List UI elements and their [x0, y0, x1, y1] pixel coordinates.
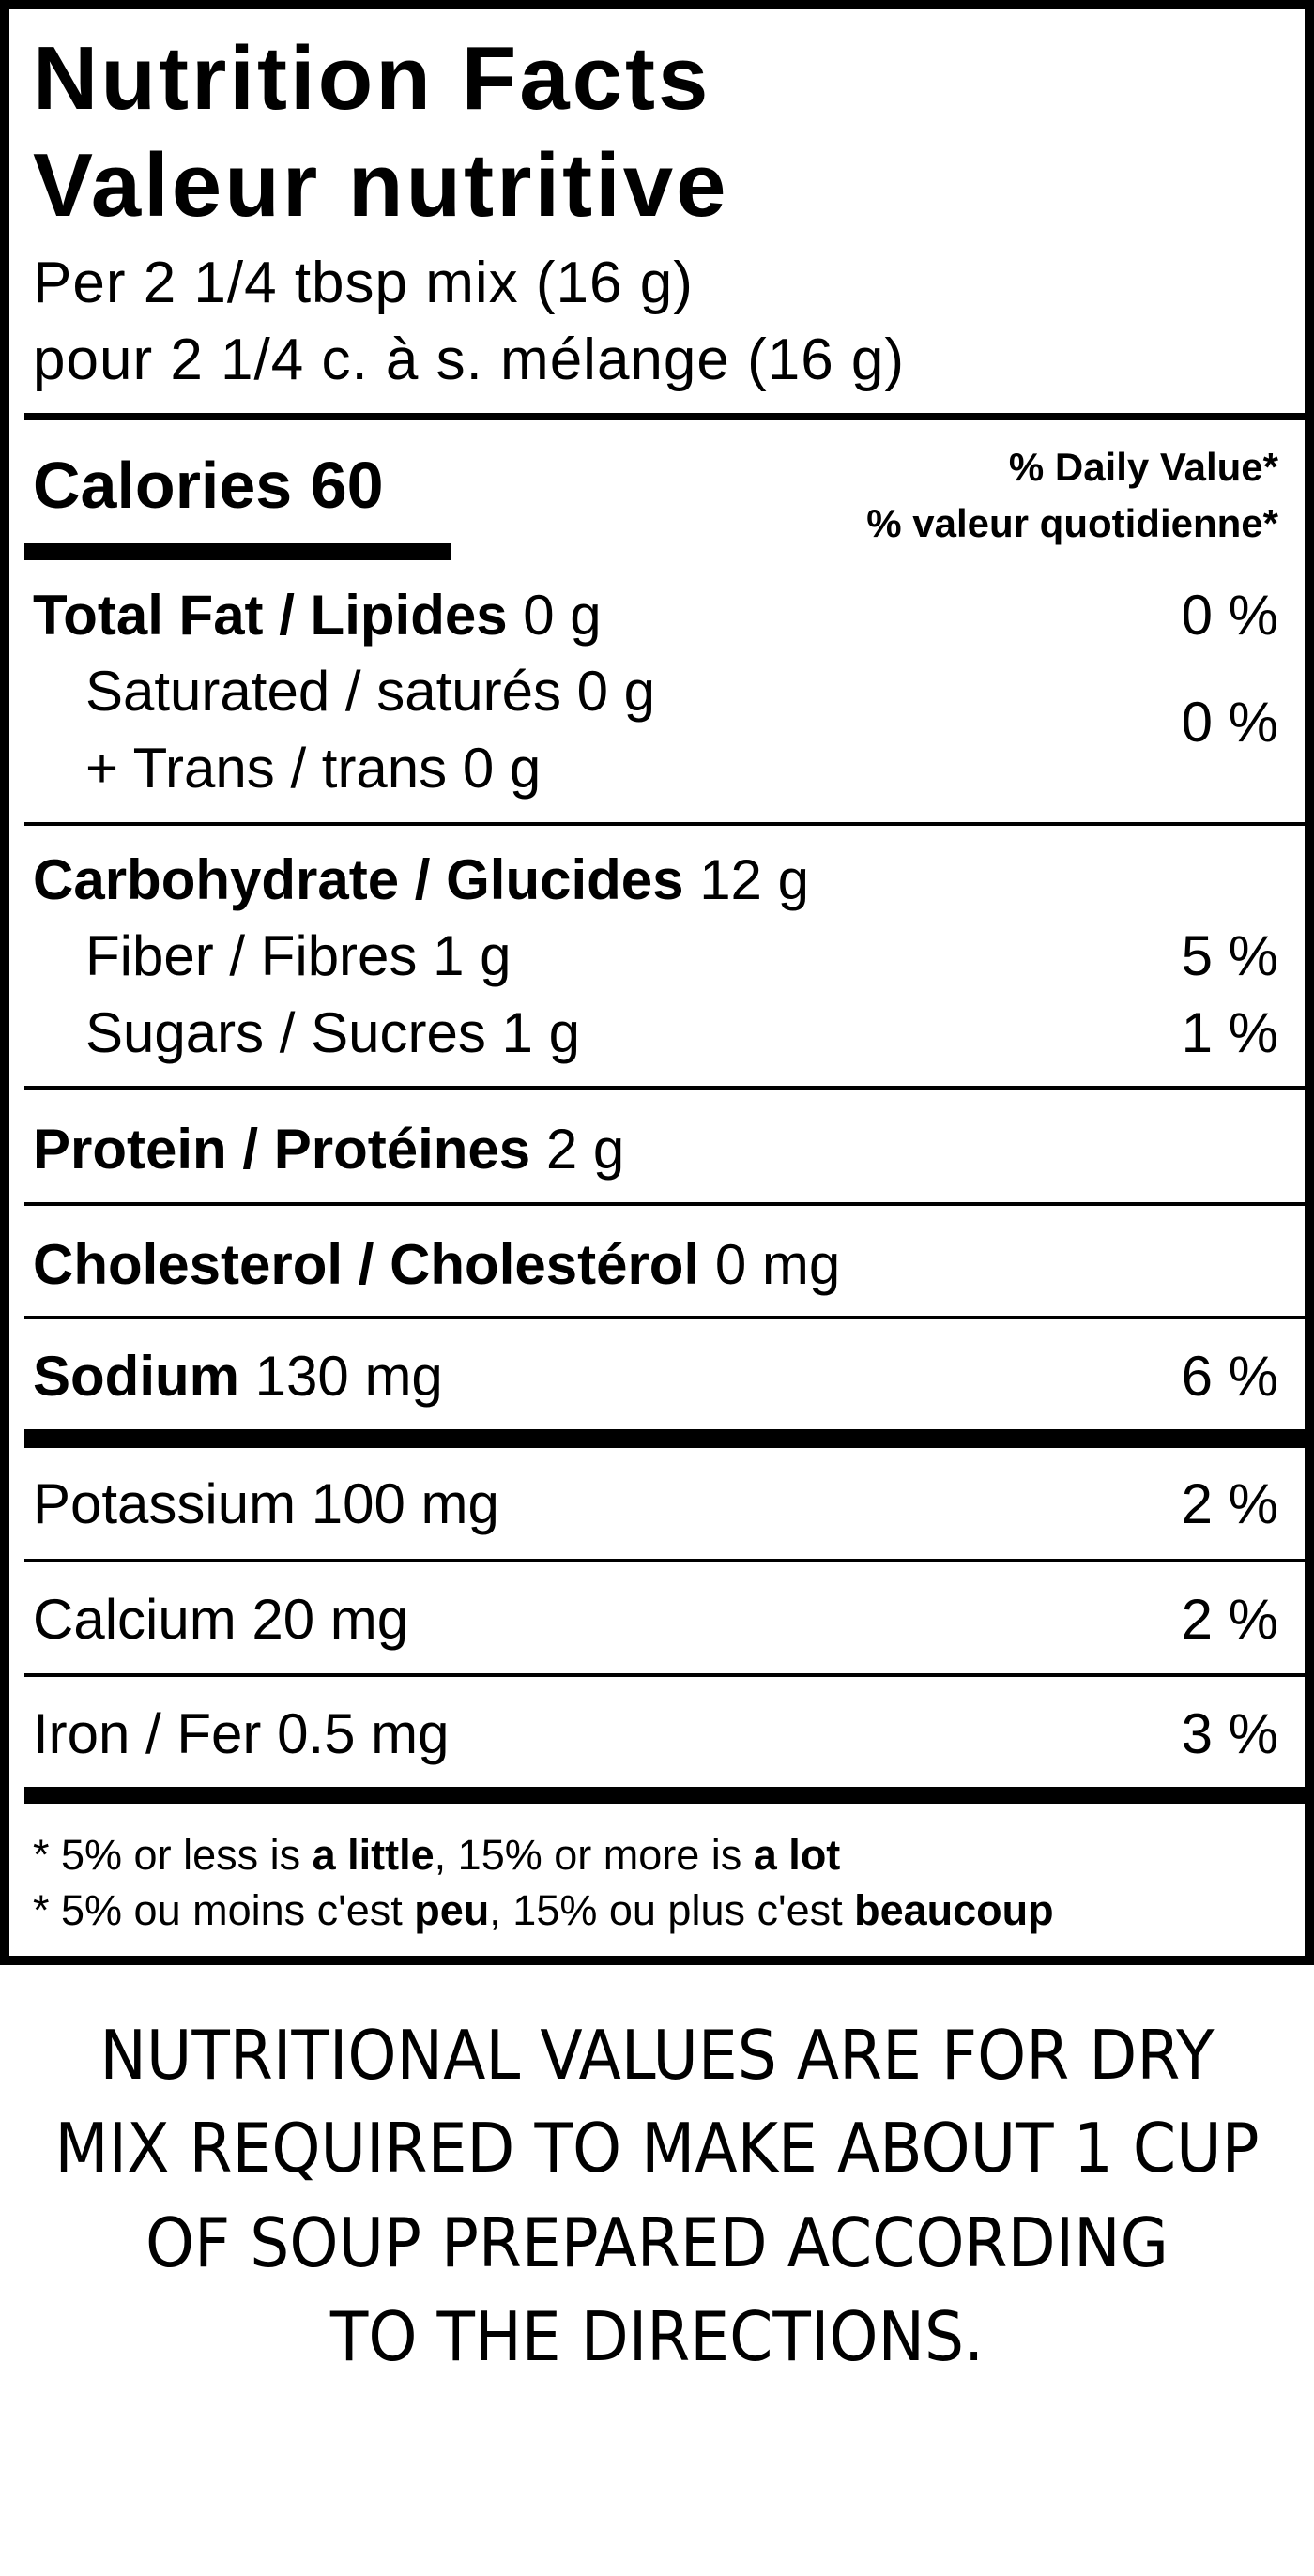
- title-fr: Valeur nutritive: [33, 135, 729, 236]
- preparation-note-line: MIX REQUIRED TO MAKE ABOUT 1 CUP: [54, 2109, 1260, 2187]
- serving-size-en: Per 2 1/4 tbsp mix (16 g): [33, 251, 694, 315]
- divider: [24, 1086, 1305, 1090]
- preparation-note-line: OF SOUP PREPARED ACCORDING: [145, 2203, 1169, 2282]
- nutrient-row-trans: + Trans / trans 0 g: [85, 737, 542, 800]
- calories-value: 60: [310, 449, 384, 522]
- thick-divider: [24, 1429, 1305, 1448]
- dv-header-fr: % valeur quotidienne*: [866, 501, 1278, 545]
- calories: Calories 60: [33, 452, 384, 518]
- preparation-note-line: NUTRITIONAL VALUES ARE FOR DRY: [99, 2016, 1215, 2095]
- serving-size-fr: pour 2 1/4 c. à s. mélange (16 g): [33, 328, 906, 392]
- footnote-en: * 5% or less is a little, 15% or more is…: [33, 1831, 841, 1879]
- nutrient-row-sodium: Sodium 130 mg 6 %: [33, 1345, 1278, 1408]
- calories-label: Calories: [33, 449, 293, 522]
- title-en: Nutrition Facts: [33, 28, 711, 129]
- nutrient-row-carbohydrate: Carbohydrate / Glucides 12 g: [33, 848, 809, 911]
- nutrient-row-cholesterol: Cholesterol / Cholestérol 0 mg: [33, 1233, 841, 1296]
- nutrient-row-iron: Iron / Fer 0.5 mg 3 %: [33, 1702, 1278, 1765]
- divider: [24, 1202, 1305, 1206]
- divider: [24, 1559, 1305, 1562]
- divider: [24, 413, 1305, 420]
- calories-bar: [24, 543, 451, 560]
- nutrient-row-potassium: Potassium 100 mg 2 %: [33, 1472, 1278, 1535]
- divider: [24, 822, 1305, 826]
- nutrition-facts-table: [0, 0, 1314, 1965]
- nutrient-row-saturated: Saturated / saturés 0 g: [85, 660, 656, 723]
- nutrient-row-protein: Protein / Protéines 2 g: [33, 1118, 625, 1181]
- nutrient-row-calcium: Calcium 20 mg 2 %: [33, 1588, 1278, 1651]
- thick-divider: [24, 1787, 1305, 1804]
- footnote-fr: * 5% ou moins c'est peu, 15% ou plus c'e…: [33, 1886, 1054, 1934]
- divider: [24, 1673, 1305, 1677]
- preparation-note-line: TO THE DIRECTIONS.: [329, 2297, 985, 2376]
- dv-header-en: % Daily Value*: [1008, 445, 1278, 489]
- nutrient-dv-sat-trans: 0 %: [1181, 691, 1278, 754]
- divider: [24, 1316, 1305, 1319]
